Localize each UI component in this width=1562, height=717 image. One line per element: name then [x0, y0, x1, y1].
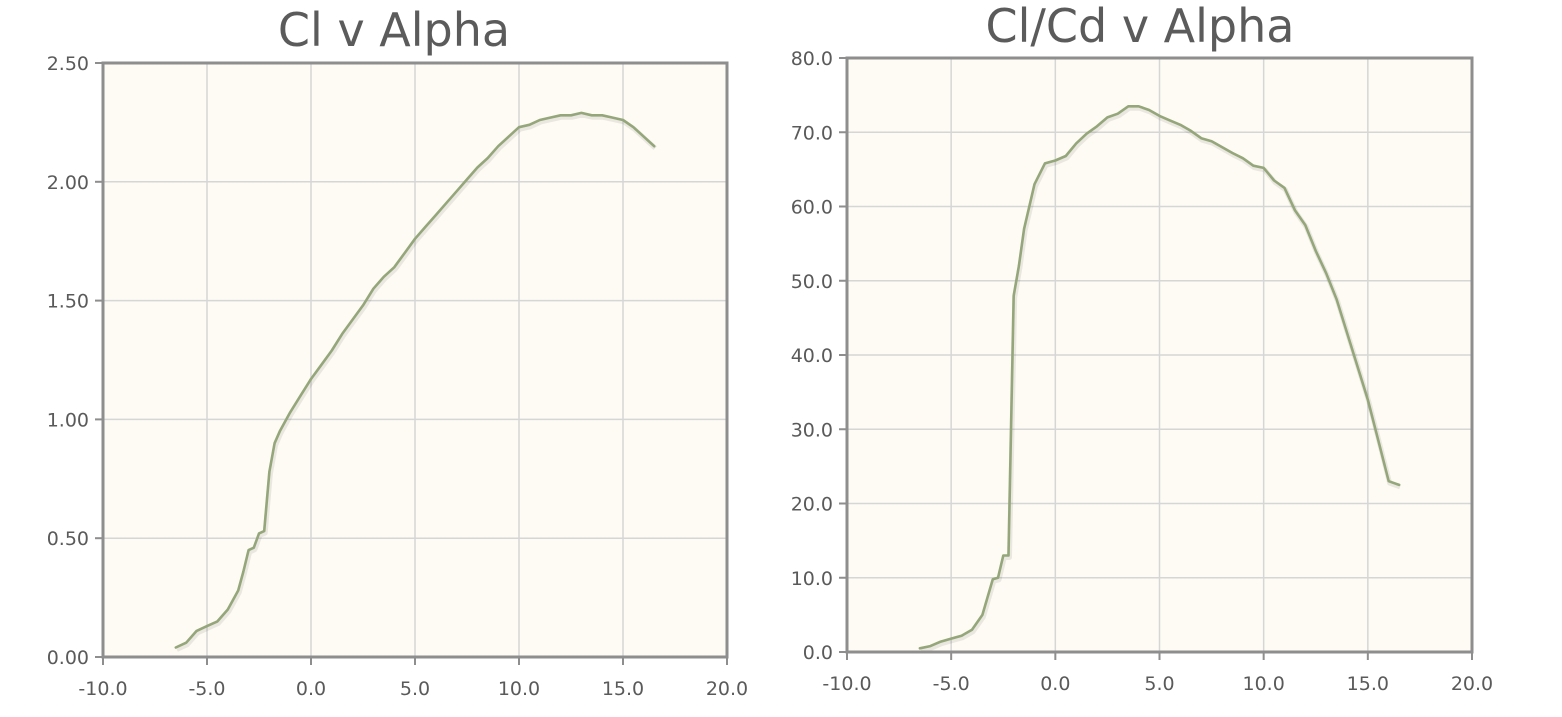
y-tick-label: 70.0	[791, 122, 833, 144]
y-tick-label: 1.00	[47, 409, 89, 431]
x-tick-label: -5.0	[188, 678, 225, 700]
y-tick-label: 0.00	[47, 647, 89, 669]
y-tick-label: 60.0	[791, 197, 833, 219]
y-tick-label: 80.0	[791, 48, 833, 70]
x-tick-label: 15.0	[602, 678, 644, 700]
x-tick-label: 10.0	[498, 678, 540, 700]
x-tick-label: 0.0	[1040, 673, 1070, 695]
y-tick-label: 10.0	[791, 568, 833, 590]
x-tick-label: 10.0	[1243, 673, 1285, 695]
y-tick-label: 0.50	[47, 528, 89, 550]
chart-title: Cl/Cd v Alpha	[986, 0, 1295, 53]
x-tick-label: 15.0	[1347, 673, 1389, 695]
y-tick-label: 2.50	[47, 53, 89, 75]
y-tick-label: 1.50	[47, 291, 89, 313]
x-tick-label: 0.0	[296, 678, 326, 700]
series-line-cl	[174, 111, 656, 649]
x-tick-label: 5.0	[400, 678, 430, 700]
chart-clcd-alpha: Cl/Cd v Alpha -10.0 -5.0 0.0 5.0 10.0 15.0 20.…	[791, 0, 1493, 695]
x-tick-label: -10.0	[78, 678, 127, 700]
x-tick-label: 20.0	[706, 678, 748, 700]
chart-title: Cl v Alpha	[278, 3, 510, 57]
x-tick-label: 5.0	[1144, 673, 1174, 695]
series-line-cl-cd	[918, 105, 1401, 650]
y-tick-label: 0.0	[803, 642, 833, 664]
y-tick-label: 20.0	[791, 494, 833, 516]
y-tick-label: 40.0	[791, 345, 833, 367]
y-tick-label: 2.00	[47, 172, 89, 194]
y-tick-label: 30.0	[791, 419, 833, 441]
x-tick-label: -10.0	[822, 673, 871, 695]
x-tick-label: -5.0	[933, 673, 970, 695]
y-tick-label: 50.0	[791, 271, 833, 293]
chart-cl-alpha: Cl v Alpha -10.0 -5.0 0.0 5.0 10.0 15.0 20.0 0.…	[47, 3, 748, 700]
series-shadow	[175, 112, 657, 652]
x-tick-label: 20.0	[1451, 673, 1493, 695]
